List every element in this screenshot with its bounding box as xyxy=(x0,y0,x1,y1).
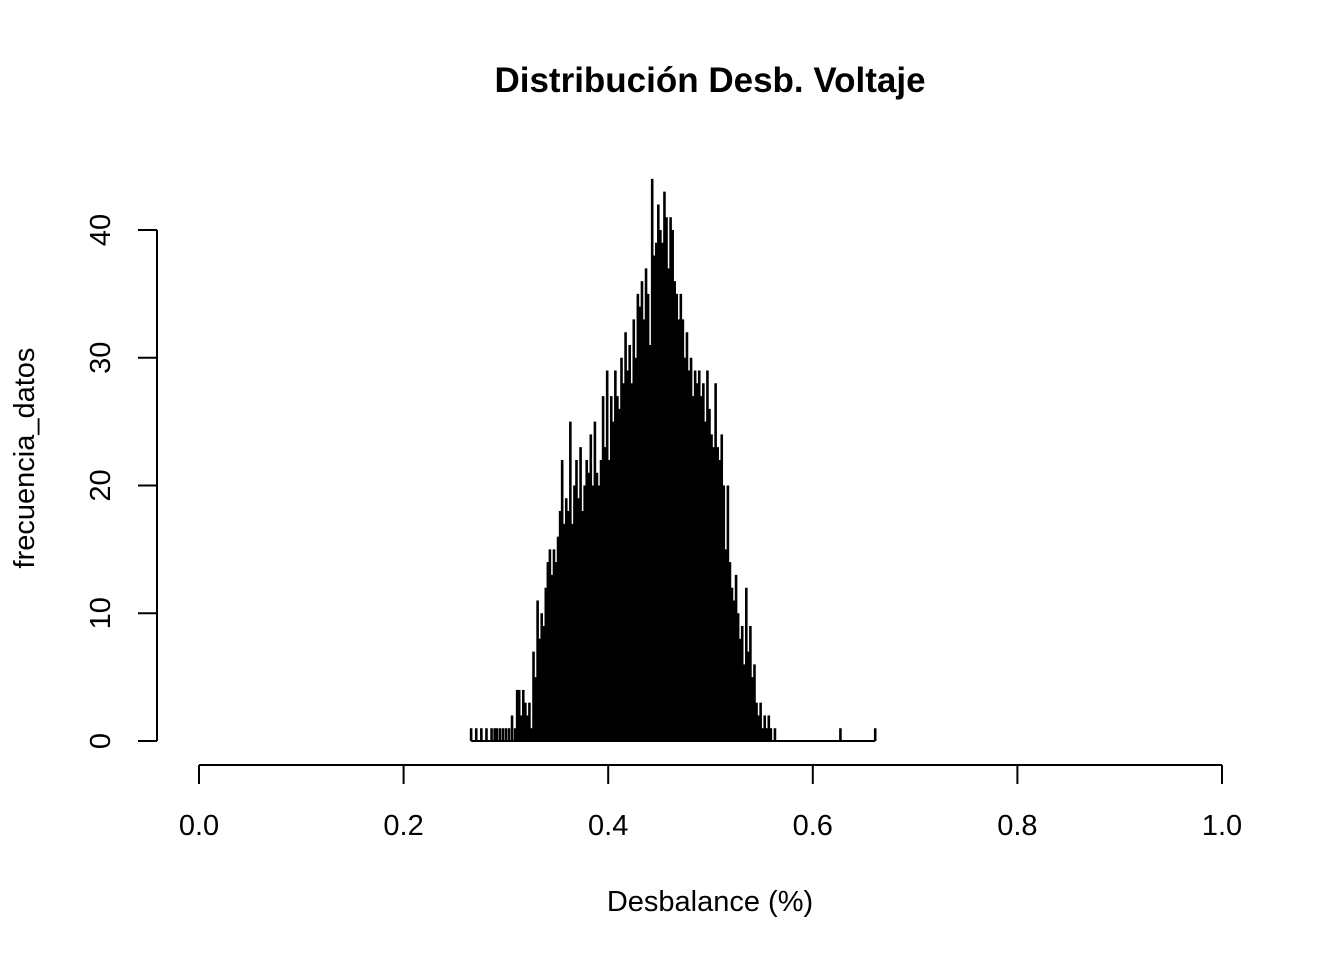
histogram-bars xyxy=(469,178,877,742)
y-axis: 0 10 20 30 40 xyxy=(85,214,158,749)
y-tick-label: 10 xyxy=(85,597,117,629)
y-axis-label: frecuencia_datos xyxy=(9,348,41,569)
y-tick-label: 0 xyxy=(85,733,117,749)
y-tick-label: 40 xyxy=(85,214,117,246)
y-tick-label: 30 xyxy=(85,342,117,374)
x-axis: 0.0 0.2 0.4 0.6 0.8 1.0 xyxy=(179,764,1242,842)
x-tick-label: 1.0 xyxy=(1202,810,1242,842)
y-tick-label: 20 xyxy=(85,469,117,501)
x-axis-label: Desbalance (%) xyxy=(607,886,813,918)
x-tick-label: 0.0 xyxy=(179,810,219,842)
x-tick-label: 0.2 xyxy=(383,810,423,842)
chart-title: Distribución Desb. Voltaje xyxy=(494,61,925,100)
x-tick-label: 0.8 xyxy=(997,810,1037,842)
x-tick-label: 0.4 xyxy=(588,810,628,842)
x-tick-label: 0.6 xyxy=(793,810,833,842)
